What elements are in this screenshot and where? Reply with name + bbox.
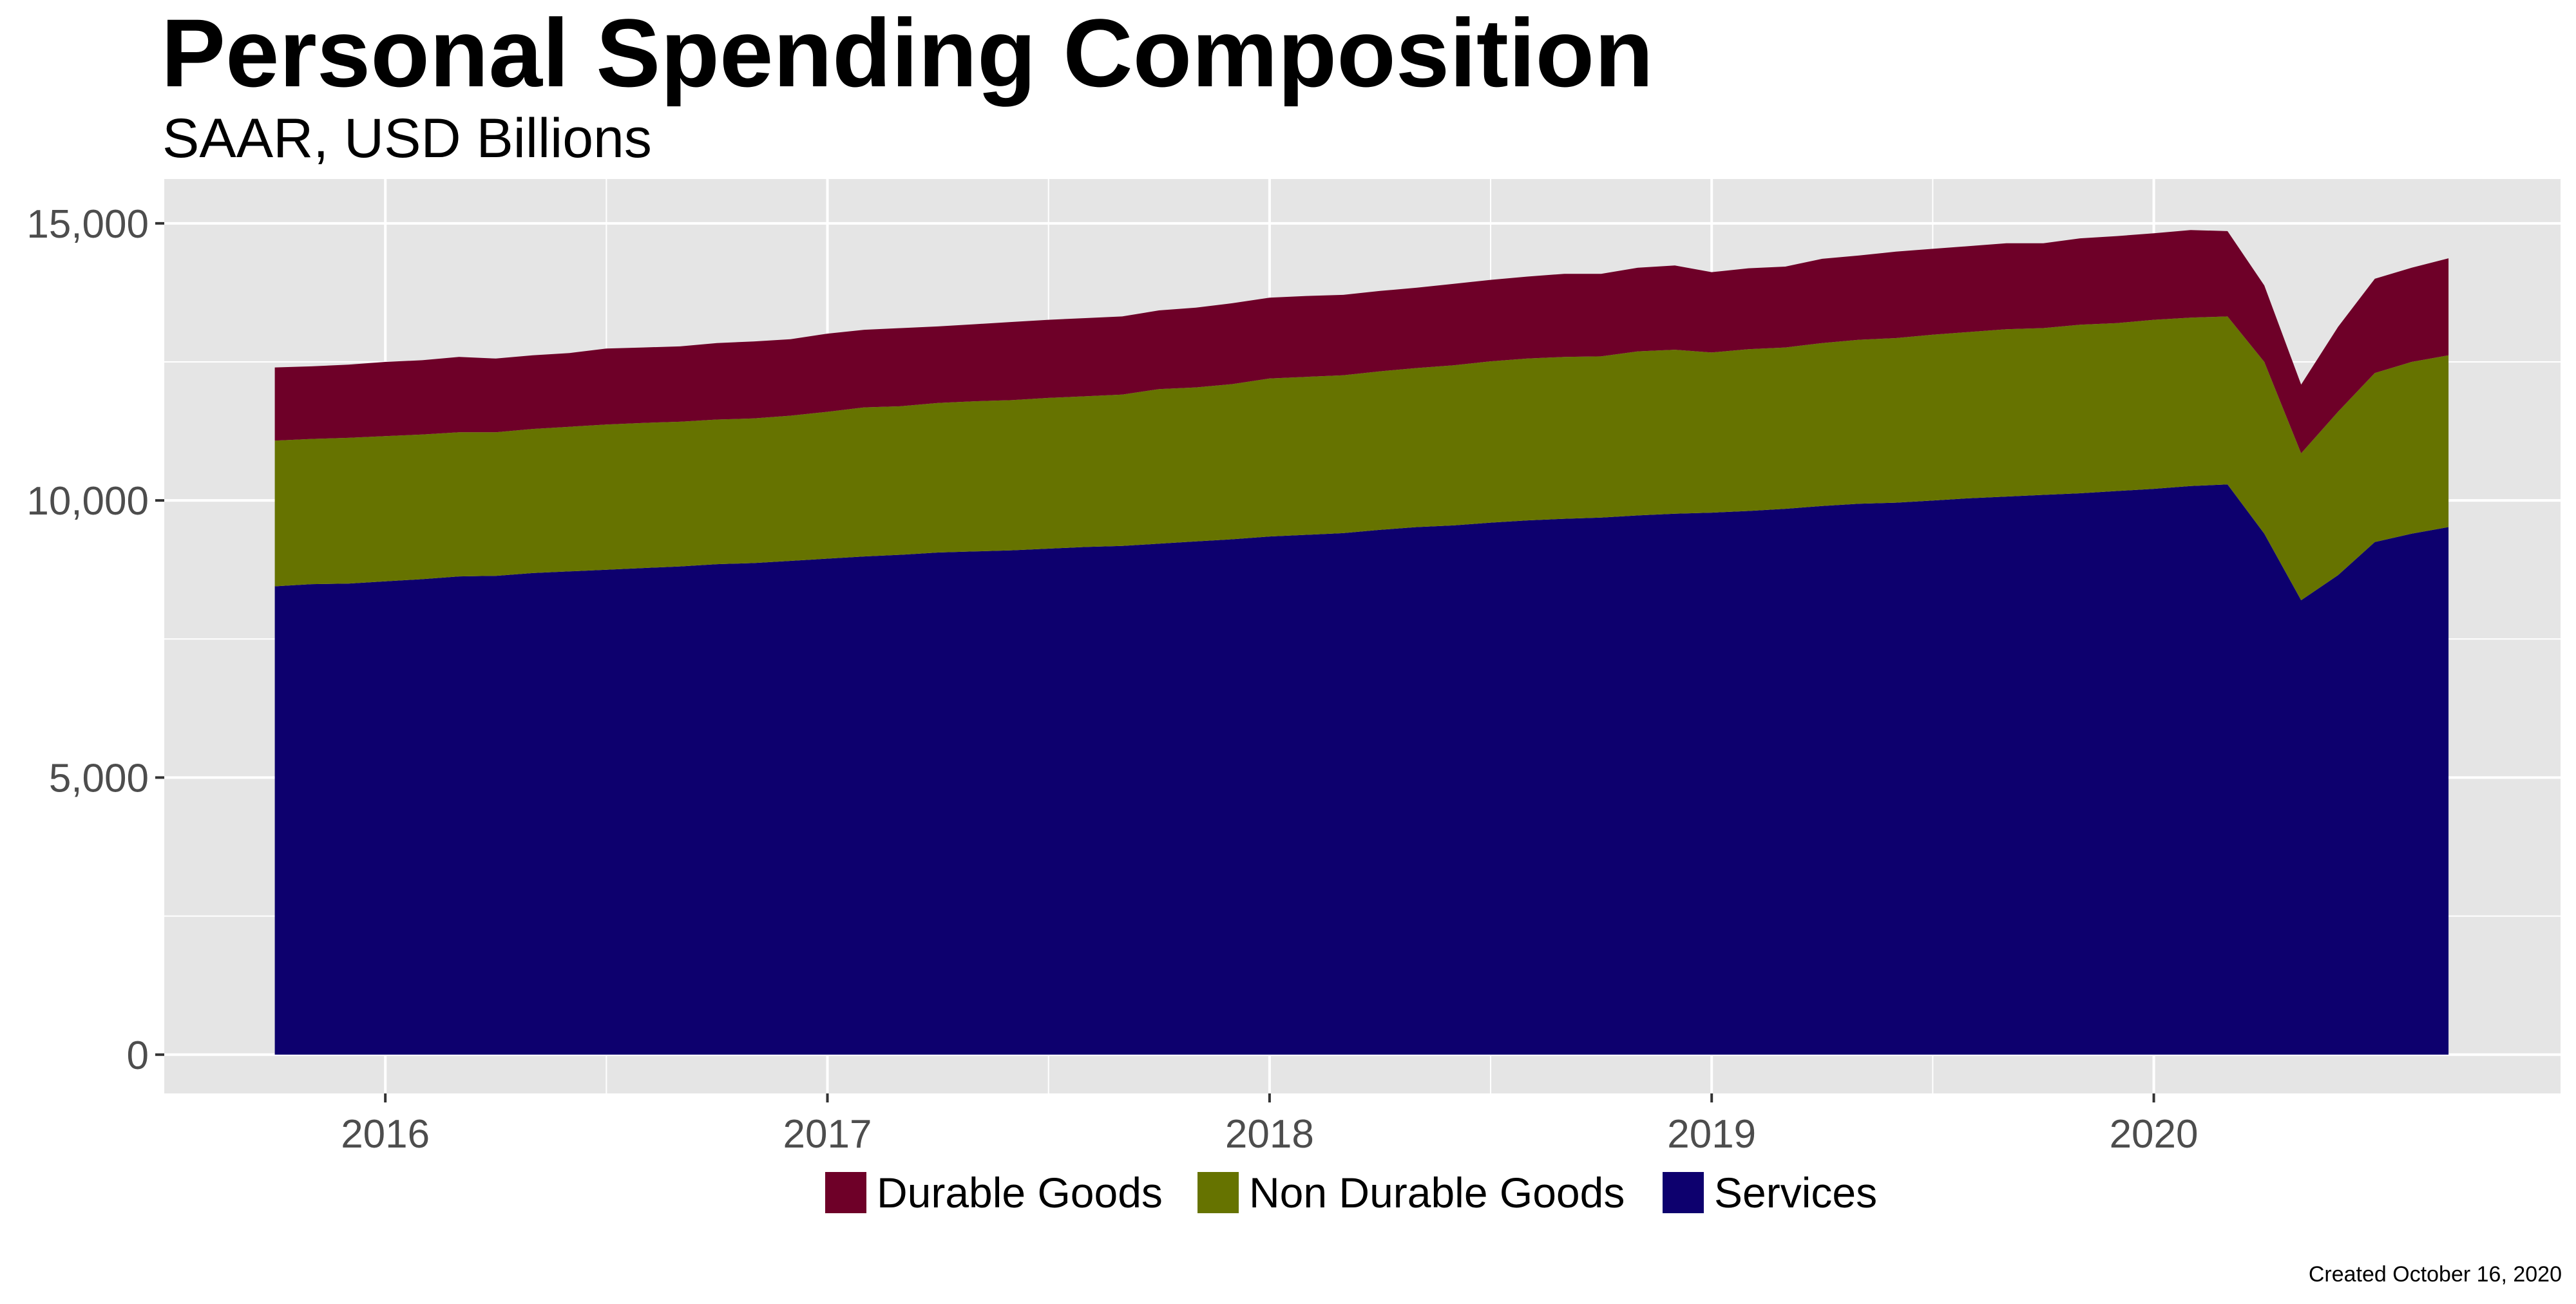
x-tick-label: 2020 <box>2110 1112 2199 1157</box>
created-date-caption: Created October 16, 2020 <box>2308 1262 2562 1287</box>
chart-subtitle: SAAR, USD Billions <box>162 108 652 169</box>
legend-label-services: Services <box>1714 1169 1877 1216</box>
x-tick-label: 2016 <box>341 1112 430 1157</box>
area-non-durable-goods <box>274 316 2449 601</box>
legend-label-durable-goods: Durable Goods <box>877 1169 1163 1216</box>
x-axis: 2016 2017 2018 2019 2020 <box>341 1093 2199 1157</box>
y-tick-label: 10,000 <box>26 479 149 524</box>
area-services <box>274 484 2449 1055</box>
x-tick-label: 2018 <box>1225 1112 1314 1157</box>
x-tick-label: 2017 <box>783 1112 872 1157</box>
series-areas <box>274 230 2449 1055</box>
y-axis: 0 5,000 10,000 15,000 <box>26 202 164 1078</box>
x-tick-label: 2019 <box>1667 1112 1756 1157</box>
y-tick-label: 5,000 <box>49 756 149 800</box>
legend-swatch-services <box>1663 1172 1704 1213</box>
legend: Durable Goods Non Durable Goods Services <box>825 1169 1877 1216</box>
area-durable-goods <box>274 230 2449 453</box>
chart-title: Personal Spending Composition <box>161 0 1654 107</box>
legend-swatch-non-durable-goods <box>1197 1172 1239 1213</box>
y-tick-label: 0 <box>127 1034 149 1078</box>
y-tick-label: 15,000 <box>26 202 149 247</box>
legend-swatch-durable-goods <box>825 1172 866 1213</box>
legend-label-non-durable-goods: Non Durable Goods <box>1249 1169 1625 1216</box>
